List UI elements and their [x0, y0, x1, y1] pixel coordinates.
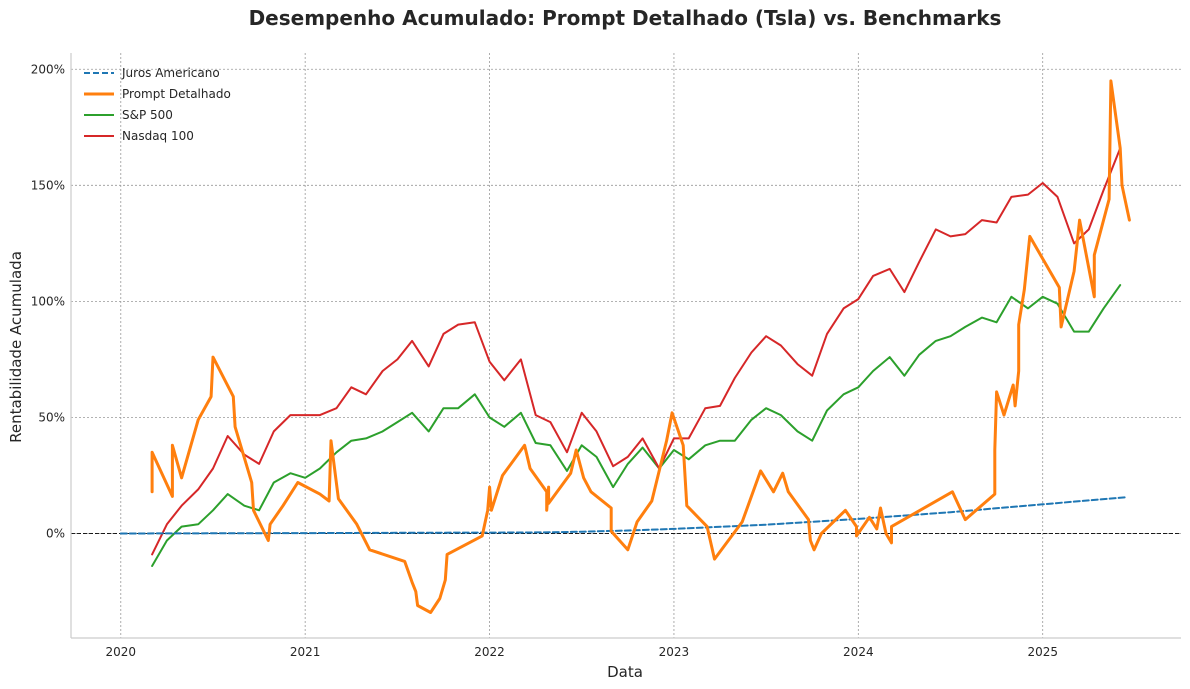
- y-axis-ticks: 0% 50% 100% 150% 200%: [31, 62, 65, 540]
- series-line-juros-americano: [119, 496, 1127, 535]
- series-line-prompt-detalhado: [150, 79, 1131, 614]
- y-tick-label: 100%: [31, 294, 65, 308]
- x-tick-label: 2024: [843, 645, 874, 659]
- y-axis-label: Rentabilidade Acumulada: [7, 251, 25, 443]
- series-line-s-p-500: [151, 284, 1122, 567]
- y-tick-label: 200%: [31, 62, 65, 76]
- x-tick-label: 2023: [659, 645, 690, 659]
- axes-frame: [70, 53, 1181, 639]
- series-layer: [119, 79, 1131, 614]
- legend-label: Juros Americano: [121, 66, 220, 80]
- y-tick-label: 150%: [31, 178, 65, 192]
- x-axis-ticks: 2020 2021 2022 2023 2024 2025: [106, 645, 1058, 659]
- legend-label: S&P 500: [122, 108, 173, 122]
- series-line-nasdaq-100: [151, 147, 1122, 556]
- legend-label: Nasdaq 100: [122, 129, 194, 143]
- grid: [71, 53, 1181, 638]
- y-tick-label: 0%: [46, 527, 65, 541]
- legend-label: Prompt Detalhado: [122, 87, 231, 101]
- x-tick-label: 2020: [106, 645, 137, 659]
- chart-title: Desempenho Acumulado: Prompt Detalhado (…: [249, 6, 1002, 30]
- y-tick-label: 50%: [38, 410, 65, 424]
- legend: Juros Americano Prompt Detalhado S&P 500 Na…: [84, 66, 231, 143]
- x-tick-label: 2021: [290, 645, 321, 659]
- x-tick-label: 2025: [1027, 645, 1058, 659]
- x-tick-label: 2022: [474, 645, 505, 659]
- x-axis-label: Data: [607, 663, 643, 681]
